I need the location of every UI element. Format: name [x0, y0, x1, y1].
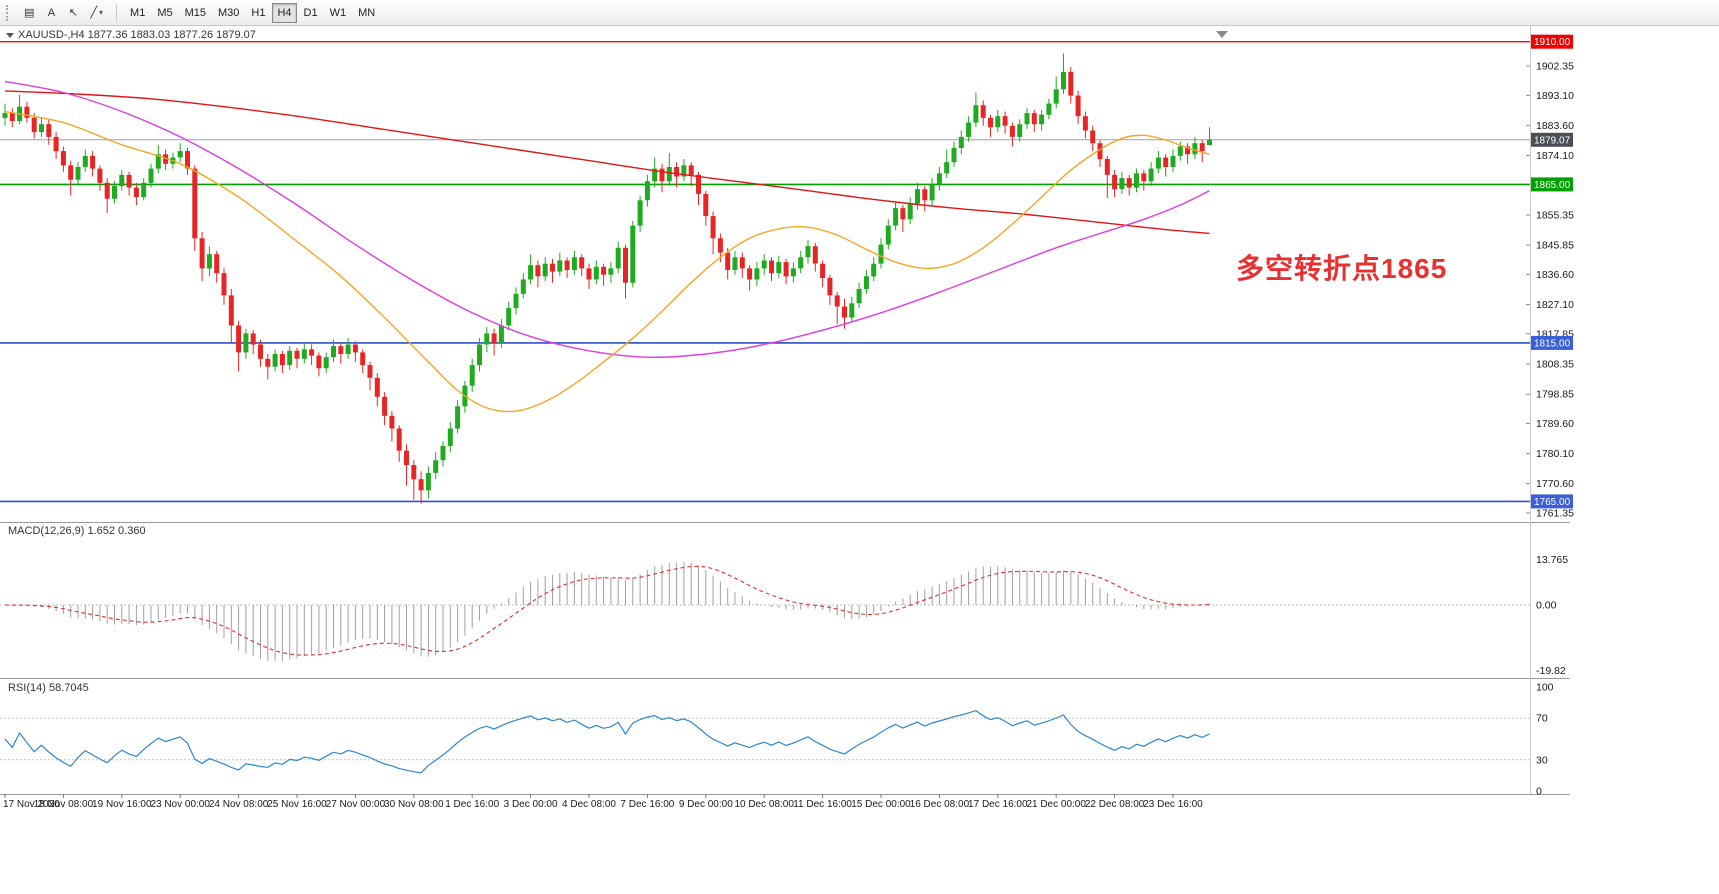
chart-title-text: XAUUSD-,H4 1877.36 1883.03 1877.26 1879.…: [18, 29, 256, 41]
svg-text:22 Dec 08:00: 22 Dec 08:00: [1085, 799, 1145, 810]
dropdown-caret-icon: ▾: [99, 7, 104, 17]
svg-text:1789.60: 1789.60: [1536, 418, 1574, 430]
svg-text:11 Dec 16:00: 11 Dec 16:00: [793, 799, 852, 810]
svg-text:70: 70: [1536, 713, 1548, 725]
svg-text:15 Dec 00:00: 15 Dec 00:00: [851, 799, 911, 810]
svg-text:18 Nov 08:00: 18 Nov 08:00: [34, 799, 94, 810]
price-tag: 1765.00: [1531, 494, 1573, 509]
chart-shift-icon[interactable]: [1216, 31, 1228, 38]
chart-title: XAUUSD-,H4 1877.36 1883.03 1877.26 1879.…: [6, 29, 256, 41]
svg-text:25 Nov 16:00: 25 Nov 16:00: [267, 799, 327, 810]
macd-signal-line: [4, 565, 1210, 656]
ma-short-line: [4, 110, 1210, 413]
svg-text:27 Nov 00:00: 27 Nov 00:00: [326, 799, 386, 810]
svg-text:17 Nov 2020: 17 Nov 2020: [3, 799, 60, 810]
timeframe-m30[interactable]: M30: [213, 3, 244, 23]
svg-text:1761.35: 1761.35: [1536, 508, 1574, 520]
svg-text:-19.82: -19.82: [1536, 665, 1566, 677]
line-studies-icon[interactable]: ╱ ▾: [85, 2, 108, 22]
price-tag: 1910.00: [1531, 34, 1573, 49]
price-axis[interactable]: 1902.35 1893.10 1883.60 1874.10 1855.35 1845.…: [1526, 34, 1574, 520]
svg-text:30: 30: [1536, 754, 1548, 766]
svg-text:1902.35: 1902.35: [1536, 61, 1574, 73]
svg-text:16 Dec 08:00: 16 Dec 08:00: [910, 799, 970, 810]
price-tag: 1815.00: [1531, 335, 1573, 350]
svg-text:21 Dec 00:00: 21 Dec 00:00: [1026, 799, 1086, 810]
svg-text:24 Nov 08:00: 24 Nov 08:00: [209, 799, 269, 810]
ma-long-line: [4, 90, 1210, 235]
macd-histogram: [11, 562, 1210, 662]
svg-text:1827.10: 1827.10: [1536, 299, 1574, 311]
timeframe-d1[interactable]: D1: [299, 3, 323, 23]
svg-text:4 Dec 08:00: 4 Dec 08:00: [562, 799, 616, 810]
macd-label: MACD(12,26,9) 1.652 0.360: [8, 525, 146, 537]
svg-text:1910.00: 1910.00: [1534, 37, 1571, 48]
svg-text:1865.00: 1865.00: [1534, 180, 1571, 191]
rsi-label: RSI(14) 58.7045: [8, 682, 89, 694]
svg-text:0: 0: [1536, 786, 1542, 798]
svg-text:1 Dec 16:00: 1 Dec 16:00: [445, 799, 499, 810]
toolbar-grip[interactable]: [6, 4, 12, 21]
toolbar-separator: [116, 3, 118, 22]
chart-icon[interactable]: ▤: [19, 2, 39, 22]
price-tag: 1865.00: [1531, 177, 1573, 192]
svg-text:23 Nov 00:00: 23 Nov 00:00: [150, 799, 210, 810]
timeframe-button-group: M1 M5 M15 M30 H1 H4 D1 W1 MN: [124, 2, 381, 23]
chart-area[interactable]: 1902.35 1893.10 1883.60 1874.10 1855.35 1845.…: [0, 26, 1719, 894]
svg-text:1845.85: 1845.85: [1536, 240, 1574, 252]
svg-text:1883.60: 1883.60: [1536, 120, 1574, 132]
svg-text:9 Dec 00:00: 9 Dec 00:00: [679, 799, 733, 810]
svg-text:23 Dec 16:00: 23 Dec 16:00: [1143, 799, 1203, 810]
svg-text:17 Dec 16:00: 17 Dec 16:00: [968, 799, 1028, 810]
svg-text:1780.10: 1780.10: [1536, 448, 1574, 460]
rsi-line: [4, 709, 1210, 774]
svg-text:1765.00: 1765.00: [1534, 497, 1571, 508]
svg-text:1815.00: 1815.00: [1534, 338, 1571, 349]
timeframe-h1[interactable]: H1: [246, 3, 270, 23]
toolbar-icon-group: ▤ A ↖ ╱ ▾: [18, 2, 109, 23]
symbol-dropdown-icon[interactable]: [6, 32, 14, 38]
price-chart-svg[interactable]: 1902.35 1893.10 1883.60 1874.10 1855.35 1845.…: [0, 26, 1719, 894]
price-tag: 1879.07: [1531, 132, 1573, 147]
svg-text:13.765: 13.765: [1536, 554, 1568, 566]
svg-text:1836.60: 1836.60: [1536, 269, 1574, 281]
timeframe-w1[interactable]: W1: [325, 3, 352, 23]
timeframe-mn[interactable]: MN: [353, 3, 380, 23]
svg-text:100: 100: [1536, 682, 1554, 694]
svg-text:1879.07: 1879.07: [1534, 135, 1571, 146]
timeframe-m5[interactable]: M5: [152, 3, 177, 23]
timeframe-m15[interactable]: M15: [180, 3, 211, 23]
ma-medium-line: [4, 80, 1210, 358]
annotation-text[interactable]: 多空转折点1865: [1236, 253, 1448, 284]
svg-text:1798.85: 1798.85: [1536, 389, 1574, 401]
toolbar: ▤ A ↖ ╱ ▾ M1 M5 M15 M30 H1 H4 D1 W1 MN: [0, 0, 1719, 26]
svg-text:1893.10: 1893.10: [1536, 90, 1574, 102]
cursor-icon[interactable]: ↖: [63, 2, 83, 22]
timeframe-h4[interactable]: H4: [272, 2, 297, 23]
text-tool-icon[interactable]: A: [41, 3, 61, 23]
svg-text:19 Nov 16:00: 19 Nov 16:00: [92, 799, 152, 810]
candlesticks: [2, 53, 1212, 504]
svg-text:3 Dec 00:00: 3 Dec 00:00: [504, 799, 558, 810]
svg-text:1808.35: 1808.35: [1536, 359, 1574, 371]
svg-text:7 Dec 16:00: 7 Dec 16:00: [620, 799, 674, 810]
svg-text:1874.10: 1874.10: [1536, 150, 1574, 162]
timeframe-m1[interactable]: M1: [125, 3, 150, 23]
svg-text:1855.35: 1855.35: [1536, 210, 1574, 222]
svg-text:10 Dec 08:00: 10 Dec 08:00: [734, 799, 794, 810]
svg-text:30 Nov 08:00: 30 Nov 08:00: [384, 799, 444, 810]
svg-text:0.00: 0.00: [1536, 600, 1557, 612]
svg-text:1770.60: 1770.60: [1536, 478, 1574, 490]
